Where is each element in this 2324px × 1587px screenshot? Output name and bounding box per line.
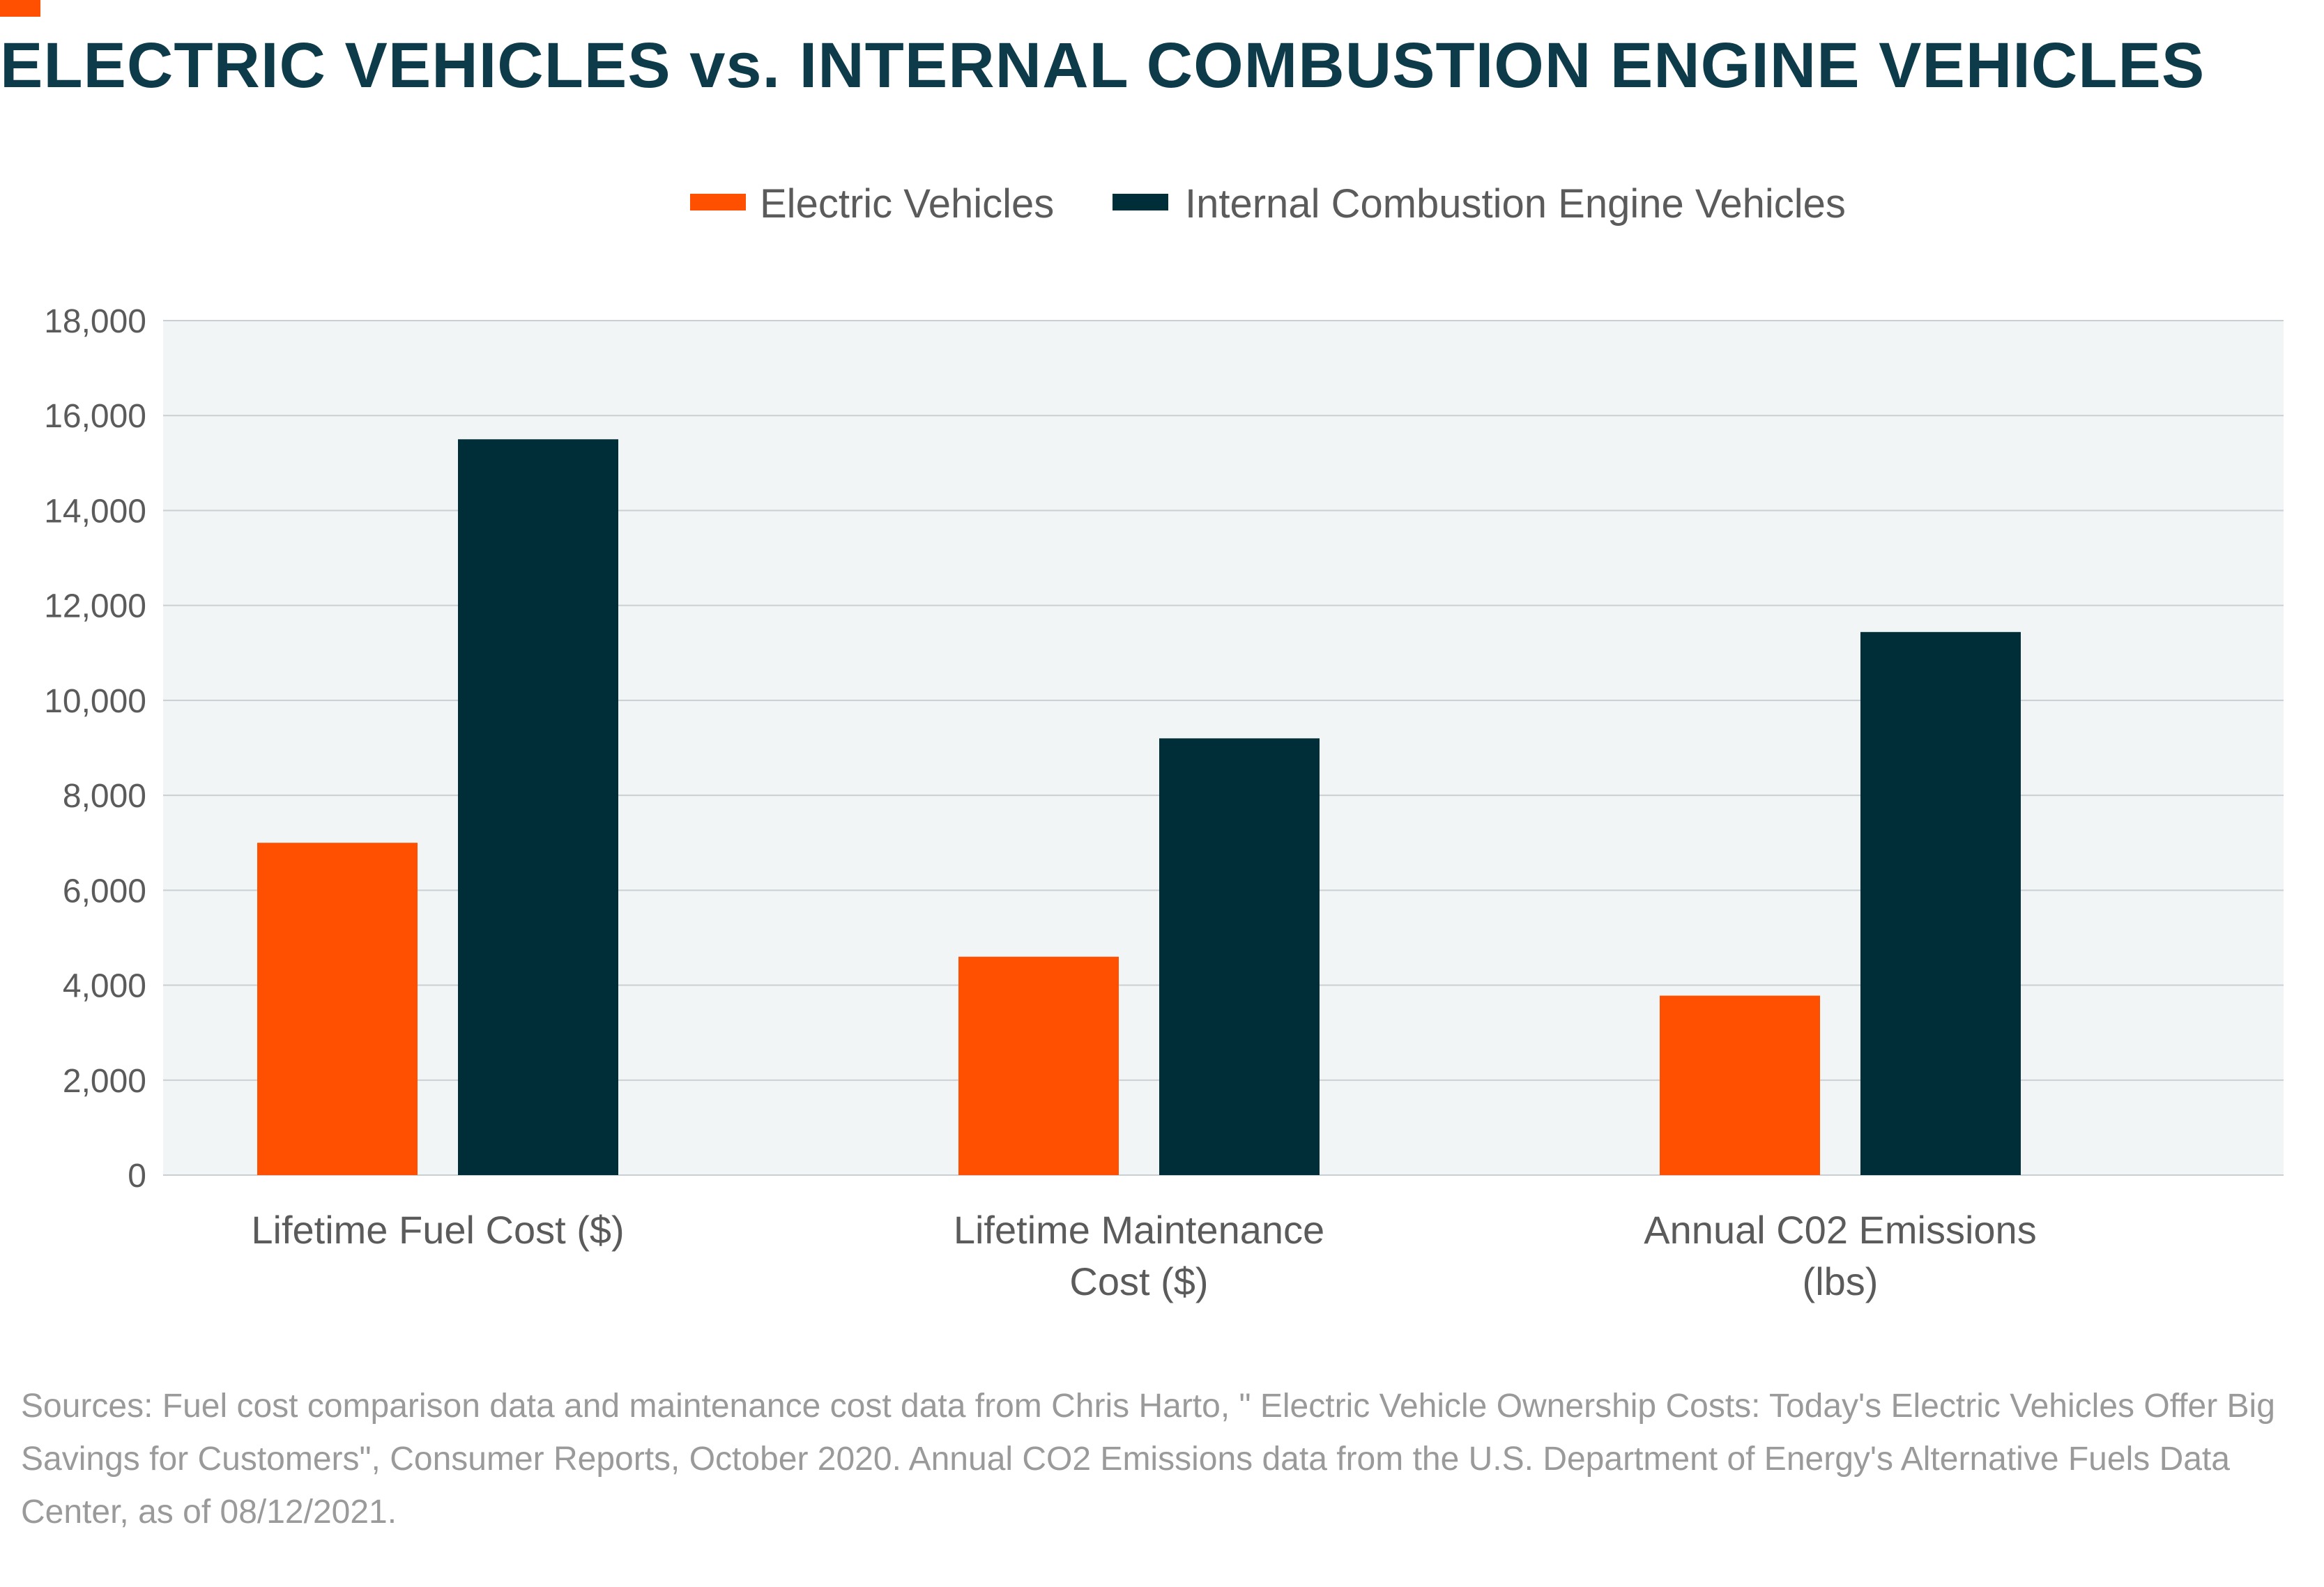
bar-chart: 0 2,000 4,000 6,000 8,000 10,000 12,000 14,000 1… [44, 181, 2284, 1303]
accent-bar [0, 0, 40, 17]
bar-ice [1159, 738, 1320, 1175]
sources-note: Sources: Fuel cost comparison data and m… [21, 1388, 2275, 1531]
legend-label: Internal Combustion Engine Vehicles [1185, 181, 1846, 227]
chart-title: ELECTRIC VEHICLES vs. INTERNAL COMBUSTIO… [0, 30, 2205, 101]
y-tick-label: 10,000 [44, 683, 146, 720]
category-label: Lifetime Fuel Cost ($) [251, 1208, 624, 1252]
y-tick-label: 12,000 [44, 588, 146, 625]
legend-swatch [1113, 194, 1168, 210]
y-tick-label: 8,000 [63, 778, 146, 815]
y-tick-label: 14,000 [44, 493, 146, 530]
y-tick-label: 0 [128, 1158, 146, 1195]
category-label: Lifetime Maintenance Cost ($) [954, 1208, 1324, 1303]
bar-ev [1660, 995, 1820, 1175]
bar-ev [257, 843, 418, 1175]
bar-ice [1860, 631, 2021, 1175]
category-label-line: Lifetime Fuel Cost ($) [251, 1208, 624, 1252]
y-tick-label: 6,000 [63, 873, 146, 910]
legend-label: Electric Vehicles [760, 181, 1054, 227]
bar-ev [958, 956, 1119, 1175]
category-label-line: Annual C02 Emissions [1644, 1208, 2036, 1252]
y-tick-label: 18,000 [44, 303, 146, 340]
category-label-line: Cost ($) [1069, 1259, 1208, 1303]
y-tick-label: 16,000 [44, 398, 146, 435]
y-tick-label: 2,000 [63, 1063, 146, 1100]
category-label-line: Lifetime Maintenance [954, 1208, 1324, 1252]
bar-ice [458, 439, 618, 1175]
category-label-line: (lbs) [1803, 1259, 1879, 1303]
category-label: Annual C02 Emissions (lbs) [1644, 1208, 2036, 1303]
legend-swatch [690, 194, 746, 210]
y-tick-label: 4,000 [63, 968, 146, 1005]
